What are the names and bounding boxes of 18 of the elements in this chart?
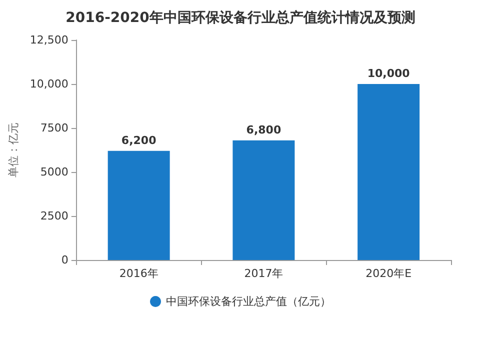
bar bbox=[108, 150, 170, 260]
y-tick-label: 0 bbox=[61, 254, 68, 266]
bar bbox=[232, 140, 295, 260]
chart-title: 2016-2020年中国环保设备行业总产值统计情况及预测 bbox=[66, 9, 416, 26]
data-label: 6,800 bbox=[246, 123, 282, 136]
bar bbox=[358, 84, 420, 260]
y-tick-label: 5000 bbox=[40, 166, 68, 178]
y-tick-label: 10,000 bbox=[30, 78, 68, 90]
data-label: 10,000 bbox=[367, 67, 410, 80]
legend-label: 中国环保设备行业总产值（亿元） bbox=[166, 295, 331, 308]
x-tick-label: 2020年E bbox=[366, 267, 412, 280]
y-tick-label: 7500 bbox=[40, 122, 68, 134]
y-tick-label: 12,500 bbox=[30, 34, 68, 46]
x-tick-label: 2016年 bbox=[119, 267, 158, 280]
data-label: 6,200 bbox=[121, 134, 157, 147]
y-tick-label: 2500 bbox=[40, 210, 68, 222]
x-tick-label: 2017年 bbox=[244, 267, 284, 280]
y-axis-title: 单位：亿元 bbox=[7, 122, 20, 178]
